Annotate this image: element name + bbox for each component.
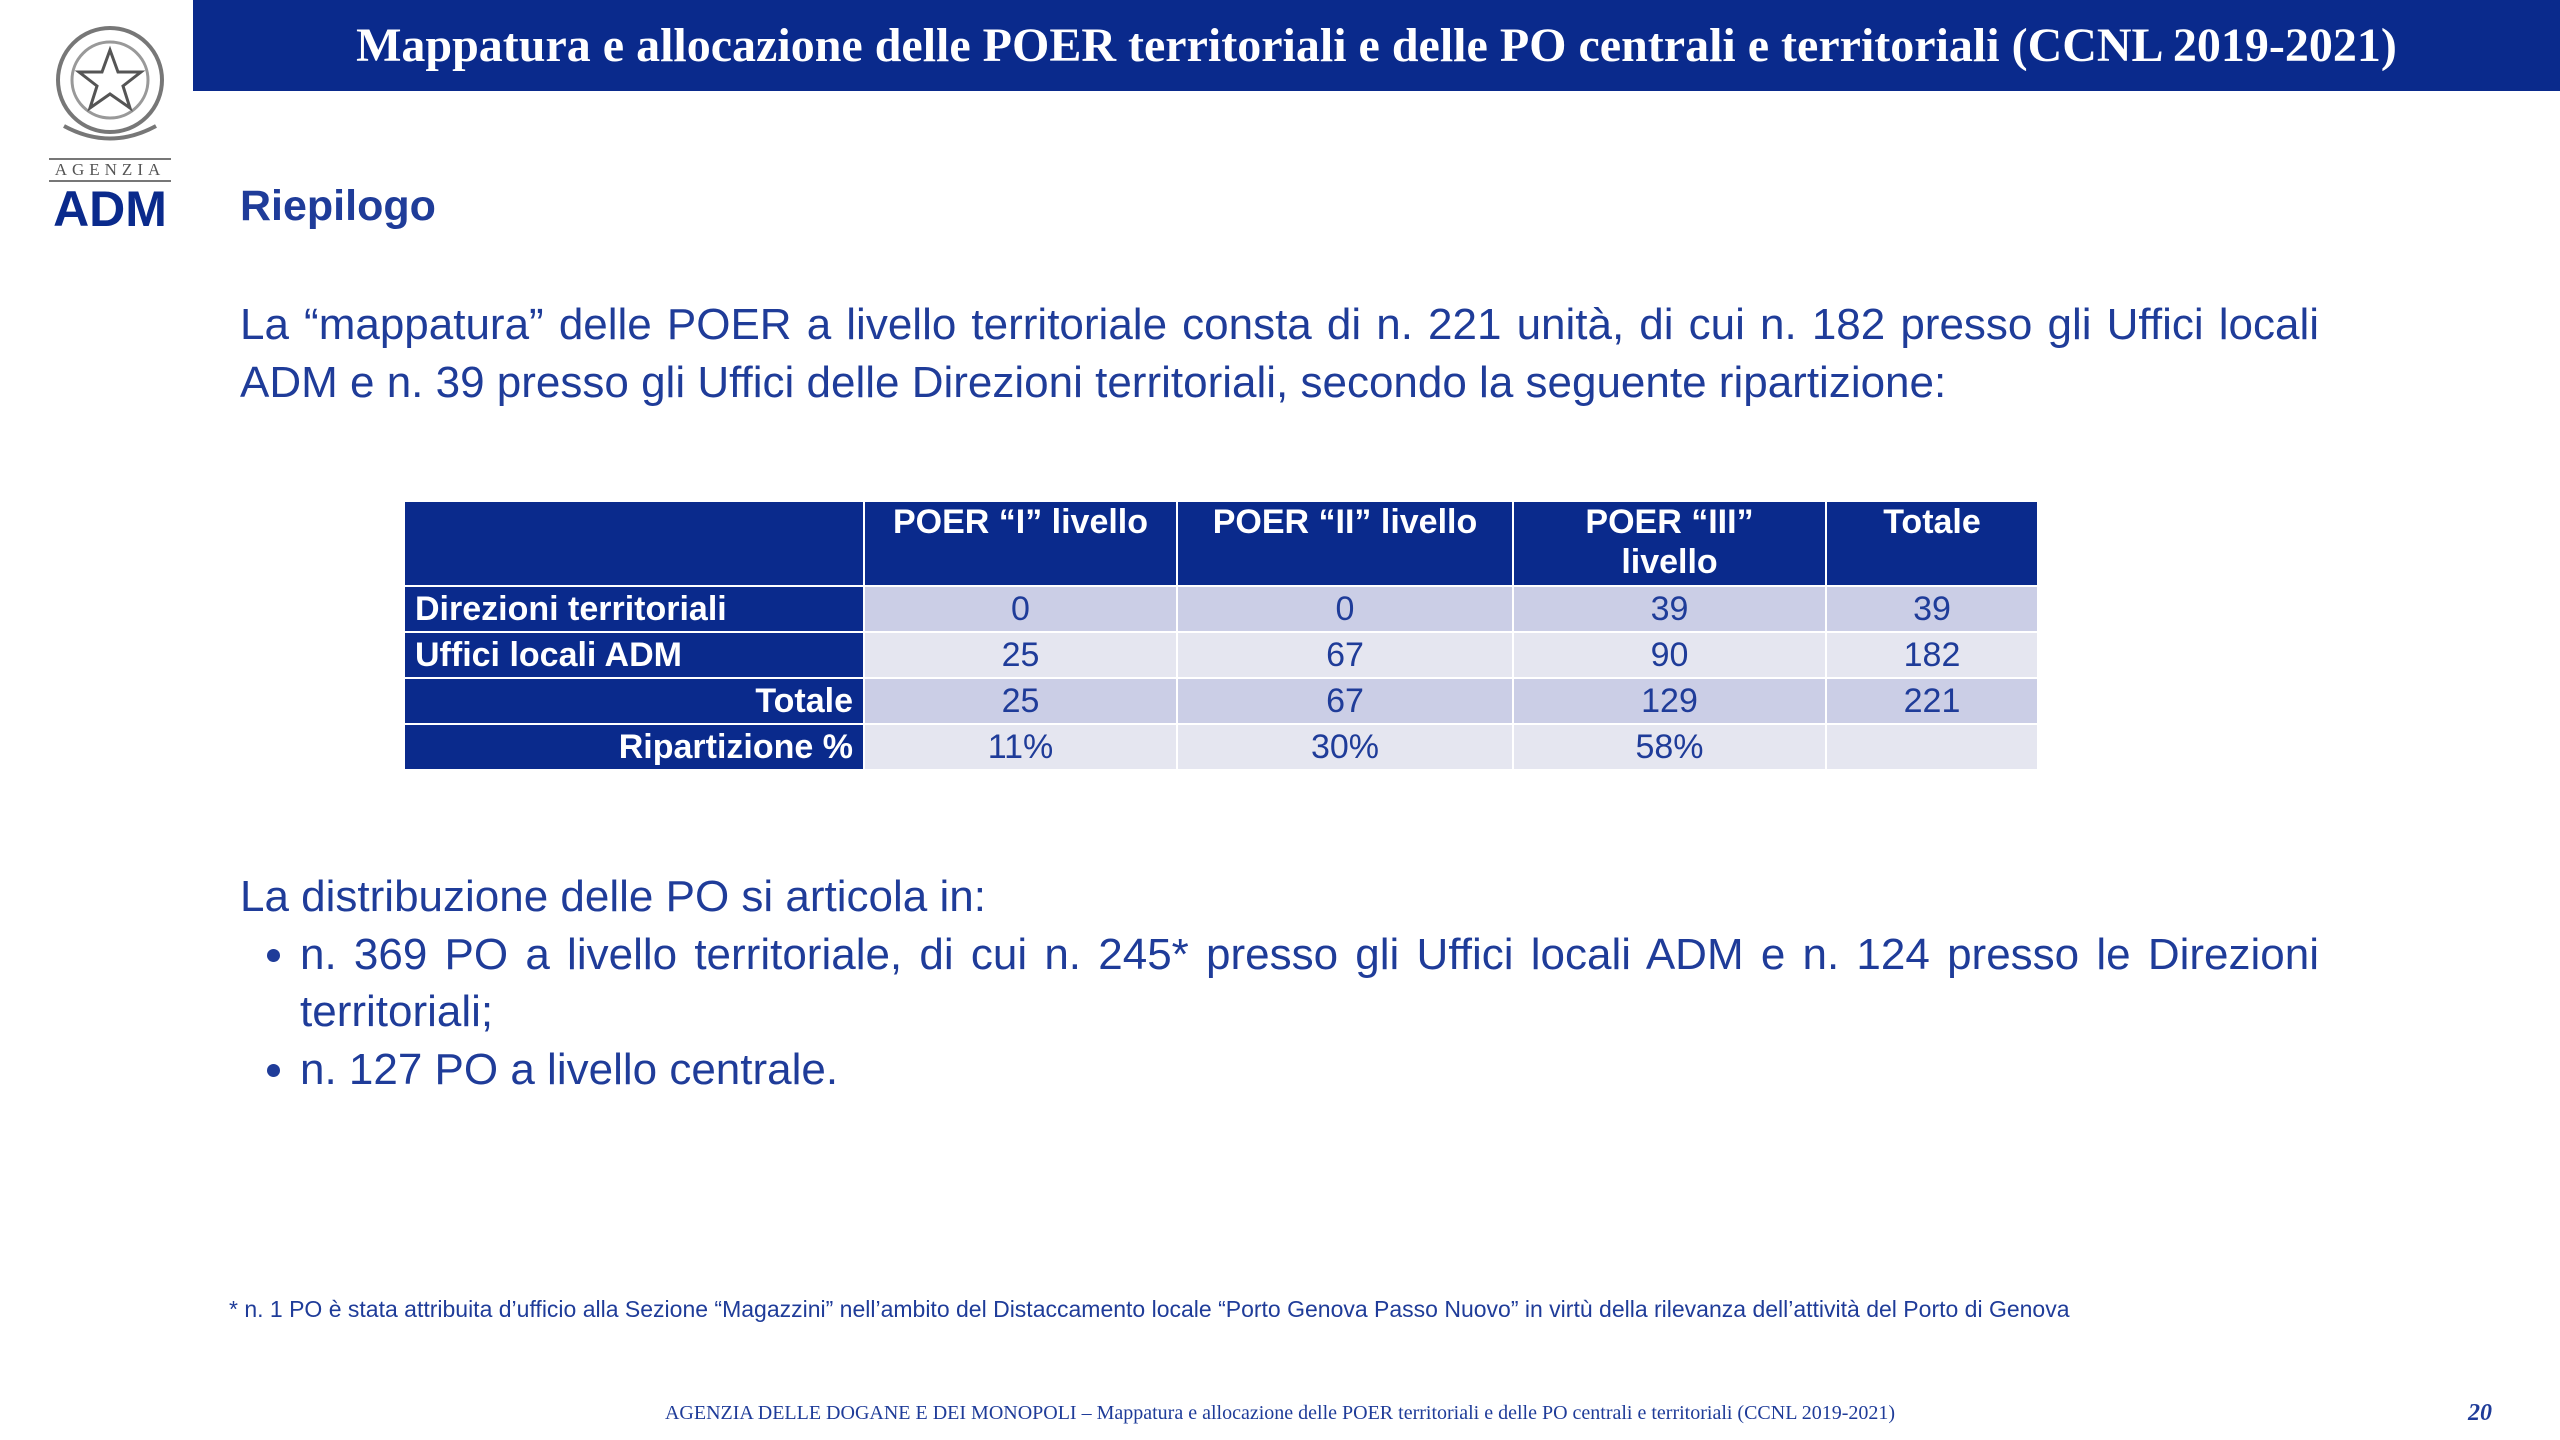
row-label: Direzioni territoriali xyxy=(403,585,865,633)
column-header-text: POER “I” livello xyxy=(892,503,1149,541)
corner-cell xyxy=(403,500,865,587)
table-cell: 25 xyxy=(863,631,1178,679)
section-title: Riepilogo xyxy=(240,182,436,230)
distribution-intro: La distribuzione delle PO si articola in… xyxy=(240,872,986,921)
title: Mappatura e allocazione delle POER terri… xyxy=(356,19,2397,72)
table-cell xyxy=(1825,723,2039,771)
table-cell: 58% xyxy=(1512,723,1827,771)
table-cell: 221 xyxy=(1825,677,2039,725)
table-row: Totale 25 67 129 221 xyxy=(403,677,2039,725)
table-cell: 0 xyxy=(863,585,1178,633)
table-cell: 11% xyxy=(863,723,1178,771)
row-label: Ripartizione % xyxy=(403,723,865,771)
distribution-list: n. 369 PO a livello territoriale, di cui… xyxy=(240,926,2319,1099)
table-cell: 30% xyxy=(1176,723,1514,771)
row-label: Uffici locali ADM xyxy=(403,631,865,679)
table-cell: 0 xyxy=(1176,585,1514,633)
header-row: POER “I” livello POER “II” livello POER “I… xyxy=(403,500,2039,587)
table-cell: 39 xyxy=(1512,585,1827,633)
column-header-text: Totale xyxy=(1883,503,1981,541)
table-cell: 39 xyxy=(1825,585,2039,633)
column-header: POER “I” livello xyxy=(863,500,1178,587)
table-cell: 182 xyxy=(1825,631,2039,679)
list-item: n. 369 PO a livello territoriale, di cui… xyxy=(300,926,2319,1041)
logo-agency: AGENZIA xyxy=(49,158,171,182)
summary-table: POER “I” livello POER “II” livello POER “I… xyxy=(403,500,2039,771)
table-cell: 25 xyxy=(863,677,1178,725)
footer: AGENZIA DELLE DOGANE E DEI MONOPOLI – Ma… xyxy=(664,1402,1896,1424)
logo-name: ADM xyxy=(53,181,167,237)
table-cell: 90 xyxy=(1512,631,1827,679)
column-header-text: POER “III” livello xyxy=(1585,503,1754,581)
footnote: * n. 1 PO è stata attribuita d’ufficio a… xyxy=(229,1296,2070,1322)
distribution: La distribuzione delle PO si articola in… xyxy=(240,868,2319,1098)
title-bar: Mappatura e allocazione delle POER terri… xyxy=(193,0,2560,91)
table-row: Ripartizione % 11% 30% 58% xyxy=(403,723,2039,771)
column-header: POER “II” livello xyxy=(1176,500,1514,587)
table-cell: 67 xyxy=(1176,677,1514,725)
table-row: Direzioni territoriali 0 0 39 39 xyxy=(403,585,2039,633)
paragraph: La “mappatura” delle POER a livello terr… xyxy=(240,300,2319,407)
column-header: POER “III” livello xyxy=(1512,500,1827,587)
table-cell: 129 xyxy=(1512,677,1827,725)
list-item: n. 127 PO a livello centrale. xyxy=(300,1041,2319,1099)
table-row: Uffici locali ADM 25 67 90 182 xyxy=(403,631,2039,679)
table-cell: 67 xyxy=(1176,631,1514,679)
column-header-text: POER “II” livello xyxy=(1212,503,1478,541)
row-label: Totale xyxy=(403,677,865,725)
emblem xyxy=(56,26,164,141)
page-number: 20 xyxy=(2468,1400,2492,1426)
column-header: Totale xyxy=(1825,500,2039,587)
